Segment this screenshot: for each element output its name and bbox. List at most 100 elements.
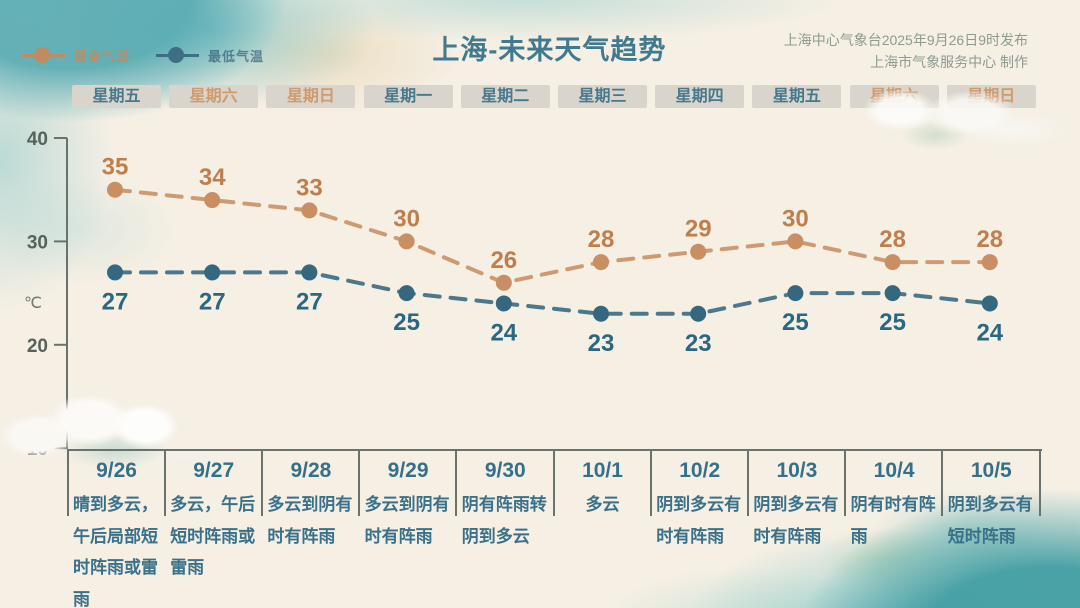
forecast-date: 9/30 [484,459,526,482]
table-column-divider [358,450,361,516]
low-temp-point [204,264,221,281]
table-top-border [67,449,1042,451]
y-tick-label: 40 [27,129,48,150]
forecast-day-cell: 9/27 多云，午后短时阵雨或雷雨 [165,451,262,584]
high-temp-point [495,274,512,291]
forecast-day-cell: 10/3 阴到多云有时有阵雨 [748,451,845,552]
high-temp-value-label: 28 [976,226,1003,253]
table-column-divider [1038,450,1041,516]
low-temp-point [495,295,512,312]
table-column-divider [66,450,69,516]
low-temp-line [113,270,992,316]
low-temp-value-label: 25 [782,309,809,336]
low-temp-value-label: 25 [879,309,906,336]
forecast-day-cell: 9/30 阴有阵雨转阴到多云 [457,451,554,552]
credit-line-2: 上海市气象服务中心 制作 [870,53,1028,70]
low-temp-point [593,305,609,322]
high-temp-value-label: 35 [102,154,129,181]
forecast-date: 9/29 [387,459,429,482]
weekday-chip: 星期一 [363,85,453,108]
low-temp-point [398,285,415,302]
high-temp-value-label: 30 [782,205,809,232]
low-temp-point [787,285,804,302]
forecast-date: 10/2 [679,459,721,482]
weekday-chip: 星期六 [169,85,259,108]
table-column-divider [455,450,458,516]
low-temp-value-label: 24 [976,319,1003,346]
low-temp-value-label: 27 [102,288,129,315]
low-temp-value-label: 27 [199,288,226,315]
forecast-day-cell: 9/28 多云到阴有时有阵雨 [262,451,359,552]
forecast-date: 9/28 [290,459,332,482]
forecast-weather-text: 多云，午后短时阵雨或雷雨 [170,495,256,577]
forecast-table: 9/26 晴到多云，午后局部短时阵雨或雷雨 9/27 多云，午后短时阵雨或雷雨 9/28… [0,449,1080,608]
legend-line-dot-icon [22,47,65,63]
low-temp-point [107,264,123,281]
forecast-weather-text: 阴到多云有时有阵雨 [656,495,742,546]
forecast-date: 10/3 [776,459,818,482]
forecast-day-cell: 9/26 晴到多云，午后局部短时阵雨或雷雨 [68,451,165,608]
high-temp-value-label: 29 [685,216,712,243]
forecast-weather-text: 多云 [585,495,620,514]
high-temp-value-label: 30 [393,205,420,232]
high-temp-value-label: 26 [490,247,517,274]
weekday-header-row: 星期五 星期六 星期日 星期一 星期二 星期三 星期四 星期五 星期六 星期日 [0,85,1080,108]
forecast-day-cell: 10/5 阴到多云有短时阵雨 [943,451,1040,552]
y-axis-unit-label: ℃ [24,295,42,312]
forecast-day-cell: 10/2 阴到多云有时有阵雨 [651,451,748,552]
legend-item-high-temp: 最高气温 [22,46,130,65]
table-column-divider [649,450,652,516]
forecast-weather-text: 晴到多云，午后局部短时阵雨或雷雨 [73,495,158,608]
table-column-divider [260,450,263,516]
high-temp-point [884,254,901,271]
low-temp-value-label: 25 [393,309,420,336]
high-temp-point [593,254,609,271]
weekday-chip: 星期五 [752,85,842,108]
legend-line-dot-icon [156,47,200,63]
forecast-weather-text: 阴有时有阵雨 [850,495,936,546]
table-column-divider [552,450,555,516]
legend-item-low-temp: 最低气温 [156,46,264,65]
weekday-chip: 星期四 [655,85,745,108]
low-temp-value-label: 23 [685,330,712,357]
high-temp-value-label: 28 [879,226,906,253]
y-tick-label: 30 [27,232,48,253]
forecast-day-cell: 10/4 阴有时有阵雨 [846,451,943,552]
high-temp-line [113,187,992,285]
weekday-chip: 星期六 [849,85,939,108]
high-temp-point [204,192,221,209]
publisher-credit: 上海中心气象台2025年9月26日9时发布 上海市气象服务中心 制作 [784,30,1028,73]
low-temp-value-label: 23 [588,330,615,357]
high-temp-point [398,233,415,250]
page-title: 上海-未来天气趋势 [432,35,667,65]
high-temp-point [690,243,707,260]
table-column-divider [941,450,944,516]
forecast-weather-text: 多云到阴有时有阵雨 [364,495,450,546]
forecast-weather-text: 多云到阴有时有阵雨 [267,495,353,546]
low-temp-value-label: 24 [490,319,517,346]
table-column-divider [844,450,847,516]
table-column-divider [163,450,166,516]
weekday-chip: 星期五 [72,85,161,108]
weekday-chip: 星期日 [266,85,356,108]
low-temp-value-label: 27 [296,288,323,315]
credit-line-1: 上海中心气象台2025年9月26日9时发布 [783,32,1028,48]
forecast-date: 9/26 [96,459,137,482]
y-tick-label: 20 [27,336,48,357]
weekday-chip: 星期二 [460,85,550,108]
high-temp-value-label: 28 [588,226,615,253]
low-temp-point [981,295,998,312]
forecast-weather-text: 阴到多云有短时阵雨 [947,495,1033,546]
low-temp-point [690,305,707,322]
high-temp-point [301,202,318,219]
weekday-chip: 星期日 [946,85,1036,108]
legend-label: 最高气温 [74,49,131,64]
chart-legend: 最高气温 最低气温 [22,46,264,65]
forecast-weather-text: 阴到多云有时有阵雨 [753,495,839,546]
table-column-divider [746,450,749,516]
low-temp-point [301,264,318,281]
forecast-weather-text: 阴有阵雨转阴到多云 [461,495,547,546]
low-temp-point [884,285,901,302]
